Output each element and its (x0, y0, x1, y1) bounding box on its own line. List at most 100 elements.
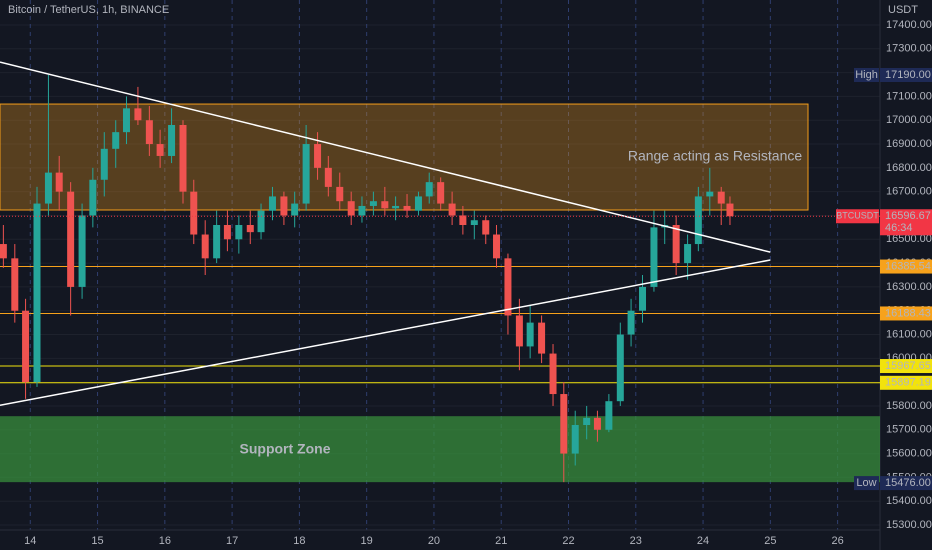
y-tick-label: 16800.00 (886, 162, 932, 174)
last-price-label: 16596.67 (885, 210, 931, 222)
candle-body (280, 196, 288, 216)
candle-body (44, 172, 52, 204)
y-tick-label: 16300.00 (886, 281, 932, 293)
candle-body (414, 196, 422, 211)
candle-body (448, 203, 456, 216)
candle-body (213, 225, 221, 259)
price-box-label: 15967.65 (885, 360, 931, 372)
x-tick-label: 14 (24, 535, 36, 547)
candle-body (526, 322, 534, 347)
marker-value: 15476.00 (885, 477, 931, 489)
trendline (0, 61, 771, 253)
y-tick-label: 15400.00 (886, 495, 932, 507)
candle-body (134, 108, 142, 121)
candle-body (381, 201, 389, 209)
candle-body (302, 144, 310, 204)
zone-label: Range acting as Resistance (628, 148, 803, 164)
candle-body (291, 203, 299, 216)
candle-body (717, 191, 725, 204)
candle-body (314, 144, 322, 168)
candle-body (22, 310, 30, 383)
candle-body (425, 182, 433, 197)
countdown: 46:34 (885, 222, 913, 234)
price-box-label: 16385.54 (885, 260, 931, 272)
candle-body (55, 172, 63, 192)
symbol-label: BTCUSDT (836, 211, 879, 221)
marker-box (880, 68, 932, 82)
candle-body (726, 203, 734, 217)
candle-body (179, 125, 187, 192)
trendline (0, 259, 771, 406)
price-box-label: 15897.19 (885, 377, 931, 389)
candle-body (605, 401, 613, 430)
last-price-box (880, 209, 932, 236)
candle-body (268, 196, 276, 211)
marker-tag (854, 68, 879, 82)
x-tick-label: 16 (159, 535, 171, 547)
symbol-tag (836, 209, 879, 224)
x-tick-label: 20 (428, 535, 440, 547)
chart-title: Bitcoin / TetherUS, 1h, BINANCE (8, 4, 169, 16)
candle-body (246, 225, 254, 233)
candle-body (257, 210, 265, 233)
candle-body (358, 205, 366, 216)
y-tick-label: 16500.00 (886, 233, 932, 245)
candle-body (583, 417, 591, 425)
candle-body (459, 215, 467, 225)
candle-body (493, 234, 501, 259)
x-tick-label: 23 (630, 535, 642, 547)
candle-body (470, 220, 478, 225)
candle-body (684, 244, 692, 264)
currency-label: USDT (888, 4, 918, 16)
x-tick-label: 25 (764, 535, 776, 547)
price-box-label: 16188.43 (885, 307, 931, 319)
candle-body (78, 215, 86, 287)
price-box (880, 359, 932, 374)
candle-body (538, 322, 546, 354)
candle-body (560, 394, 568, 454)
candle-body (0, 244, 7, 259)
y-tick-label: 16700.00 (886, 186, 932, 198)
candle-body (324, 167, 332, 187)
candle-body (168, 125, 176, 156)
candle-body (694, 196, 702, 245)
candle-body (145, 120, 153, 145)
candle-body (639, 286, 647, 311)
candle-body (122, 108, 130, 133)
candle-body (369, 201, 377, 206)
candle-body (593, 417, 601, 430)
y-tick-label: 17300.00 (886, 43, 932, 55)
candle-body (156, 144, 164, 156)
y-tick-label: 16100.00 (886, 328, 932, 340)
candle-body (223, 225, 231, 240)
price-box (880, 306, 932, 321)
candle-body (549, 353, 557, 395)
candle-body (33, 203, 41, 383)
y-tick-label: 15700.00 (886, 424, 932, 436)
y-tick-label: 17400.00 (886, 19, 932, 31)
y-tick-label: 15300.00 (886, 519, 932, 531)
candle-body (201, 234, 209, 259)
candle-body (67, 191, 75, 287)
candle-body (571, 425, 579, 454)
y-tick-label: 17100.00 (886, 90, 932, 102)
candle-body (392, 205, 400, 209)
candle-body (482, 220, 490, 235)
x-tick-label: 22 (562, 535, 574, 547)
candle-body (11, 258, 19, 311)
candle-body (89, 179, 97, 216)
x-tick-label: 17 (226, 535, 238, 547)
x-tick-label: 21 (495, 535, 507, 547)
marker-tag (854, 476, 879, 491)
candle-body (437, 182, 445, 204)
x-tick-label: 19 (361, 535, 373, 547)
y-tick-label: 15600.00 (886, 447, 932, 459)
candle-body (515, 315, 523, 347)
candle-body (112, 132, 120, 149)
x-tick-label: 24 (697, 535, 709, 547)
candle-body (650, 227, 658, 287)
zone (0, 416, 880, 483)
marker-label: High (855, 69, 878, 81)
